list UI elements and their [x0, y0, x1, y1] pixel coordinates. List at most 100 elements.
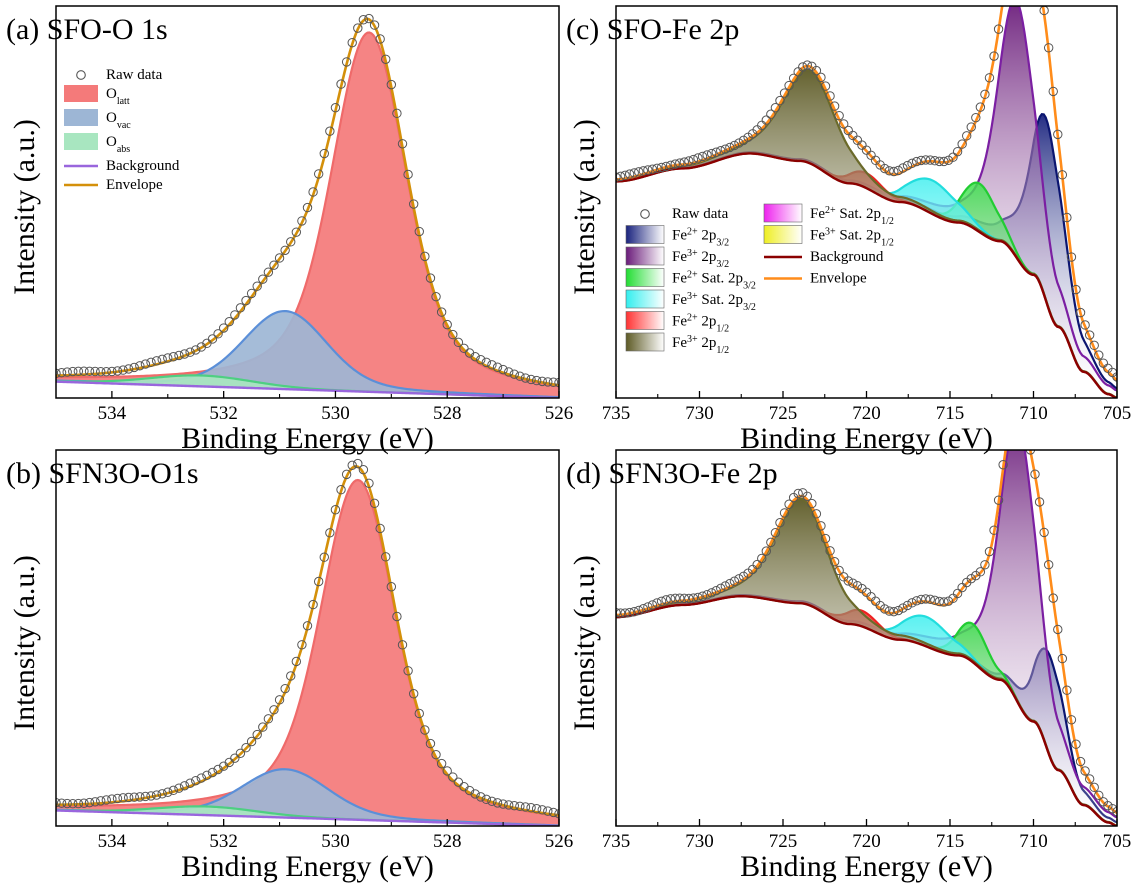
raw-data-point	[174, 350, 184, 361]
raw-data-point	[665, 160, 676, 170]
raw-data-point	[770, 528, 781, 538]
raw-data-point	[531, 375, 542, 386]
raw-data-point	[1094, 790, 1104, 800]
legend-label: Ovac	[106, 110, 131, 131]
label-part: Sat. 2p	[698, 271, 743, 287]
raw-data-point	[543, 806, 553, 816]
raw-data-point	[408, 199, 419, 209]
raw-data-point	[509, 800, 519, 811]
raw-data-point	[889, 606, 899, 617]
raw-data-point	[224, 316, 234, 327]
raw-data-point	[425, 738, 436, 749]
raw-data-point	[934, 596, 945, 607]
raw-data-point	[56, 368, 61, 379]
raw-data-point	[643, 165, 653, 175]
raw-data-point	[766, 537, 776, 548]
raw-data-point	[107, 366, 117, 377]
raw-data-point	[679, 593, 690, 604]
raw-data-point	[62, 798, 72, 809]
raw-data-point	[207, 334, 218, 344]
raw-data-point	[638, 166, 649, 176]
label-part: Fe	[672, 314, 687, 330]
raw-data-point	[729, 140, 740, 151]
raw-data-point	[274, 695, 285, 705]
raw-data-point	[118, 365, 128, 375]
raw-data-point	[647, 600, 658, 610]
raw-data-point	[1080, 320, 1090, 330]
raw-data-point	[112, 793, 123, 804]
raw-data-point	[364, 478, 374, 488]
raw-data-point	[90, 797, 100, 807]
x-axis-title: Binding Energy (eV)	[181, 850, 434, 883]
raw-data-point	[624, 169, 635, 179]
raw-data-point	[442, 766, 452, 776]
raw-data-point	[943, 596, 954, 606]
raw-data-point	[397, 640, 408, 650]
raw-data-point	[157, 354, 167, 365]
raw-data-point	[263, 267, 274, 277]
raw-data-point	[788, 73, 799, 83]
x-tick-label: 710	[1019, 403, 1048, 424]
raw-data-point	[151, 790, 162, 800]
panel-title: (a) SFO-O 1s	[6, 13, 168, 46]
raw-data-point	[843, 576, 853, 586]
raw-data-point	[993, 24, 1004, 34]
raw-data-point	[921, 155, 931, 165]
raw-data-point	[291, 227, 302, 237]
label-part: Sat. 2p	[698, 292, 743, 308]
raw-data-point	[151, 356, 162, 366]
raw-data-point	[135, 792, 145, 802]
raw-data-point	[757, 553, 767, 564]
legend-label: Oabs	[106, 134, 130, 155]
raw-data-point	[839, 119, 849, 129]
x-tick-label: 534	[98, 403, 127, 424]
label-part: Fe	[810, 228, 825, 244]
x-axis-title: Binding Energy (eV)	[740, 850, 993, 883]
raw-data-point	[884, 606, 894, 616]
raw-data-point	[1071, 739, 1081, 749]
raw-data-point	[916, 155, 926, 166]
raw-data-point	[218, 323, 229, 333]
legend-label: Fe2+ Sat. 2p1/2	[810, 205, 894, 227]
raw-data-point	[202, 770, 212, 781]
raw-data-point	[375, 523, 385, 534]
raw-data-point	[73, 366, 84, 376]
raw-data-point	[213, 764, 223, 775]
raw-data-point	[980, 560, 990, 570]
raw-data-point	[802, 60, 812, 70]
legend-label: Background	[810, 249, 884, 265]
raw-data-point	[1053, 624, 1063, 635]
raw-data-point	[999, 0, 1007, 3]
raw-data-point	[358, 464, 369, 475]
raw-data-point	[852, 580, 863, 591]
raw-data-point	[829, 556, 840, 567]
raw-data-point	[1084, 330, 1095, 340]
raw-data-point	[921, 594, 931, 604]
raw-data-point	[531, 804, 542, 814]
raw-data-point	[688, 154, 699, 165]
legend-label: Background	[106, 158, 180, 174]
x-tick-label: 528	[433, 831, 462, 852]
label-part: O	[106, 86, 117, 102]
raw-data-point	[274, 253, 285, 263]
raw-data-point	[163, 787, 173, 797]
legend-label: Fe3+ Sat. 2p3/2	[672, 291, 756, 313]
raw-data-point	[925, 155, 935, 165]
raw-data-point	[616, 608, 621, 618]
raw-data-point	[616, 172, 621, 182]
raw-data-point	[537, 376, 547, 387]
raw-data-point	[56, 367, 67, 378]
raw-data-point	[634, 167, 644, 177]
raw-data-point	[520, 373, 531, 383]
raw-data-point	[779, 88, 790, 98]
raw-data-point	[537, 805, 547, 815]
raw-data-point	[620, 608, 630, 618]
raw-data-point	[989, 525, 999, 535]
raw-data-point	[939, 597, 949, 607]
raw-data-point	[436, 758, 447, 769]
raw-data-point	[476, 792, 486, 802]
label-part: 1/2	[716, 345, 729, 356]
raw-data-point	[684, 156, 694, 166]
label-part: Raw data	[672, 206, 729, 222]
